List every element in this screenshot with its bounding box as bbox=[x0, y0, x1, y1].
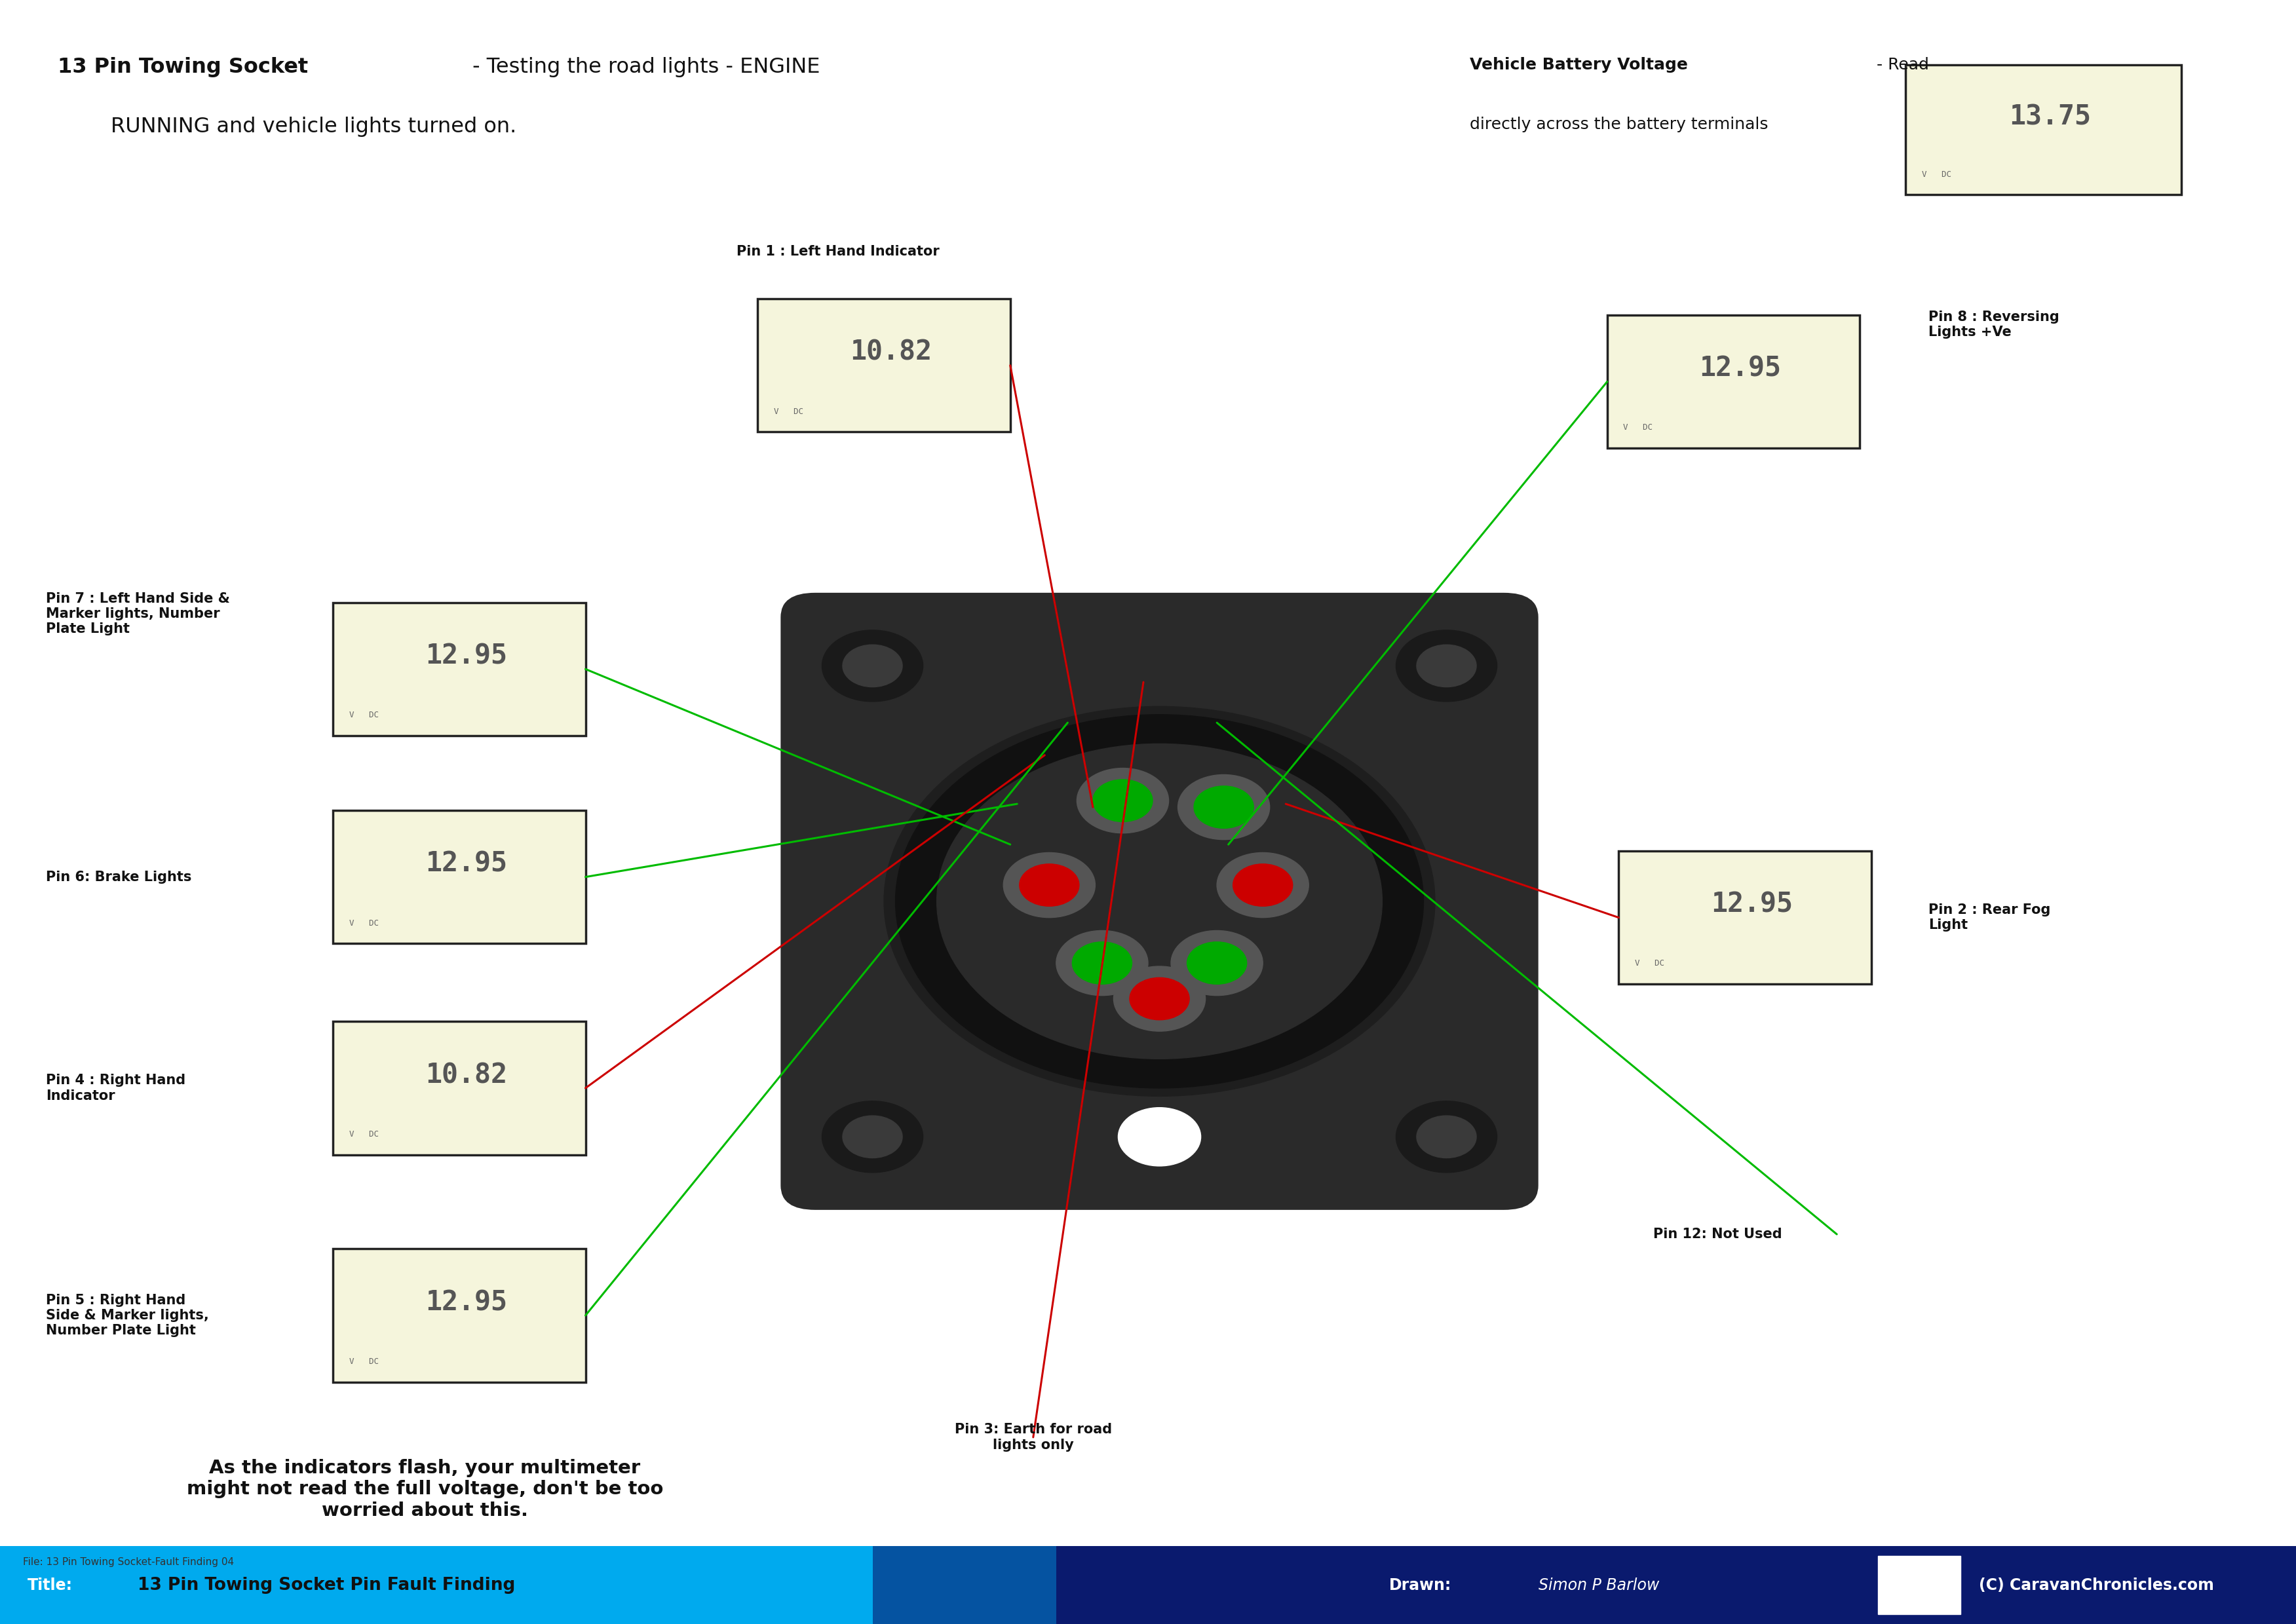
Circle shape bbox=[1114, 966, 1205, 1031]
Text: 12.95: 12.95 bbox=[1711, 892, 1793, 918]
Circle shape bbox=[884, 706, 1435, 1096]
Circle shape bbox=[822, 1101, 923, 1173]
Text: 13 Pin Towing Socket: 13 Pin Towing Socket bbox=[57, 57, 308, 78]
Circle shape bbox=[1233, 864, 1293, 906]
Circle shape bbox=[843, 645, 902, 687]
FancyBboxPatch shape bbox=[333, 810, 585, 944]
Circle shape bbox=[1417, 645, 1476, 687]
Text: Pin 1 : Left Hand Indicator: Pin 1 : Left Hand Indicator bbox=[737, 245, 939, 258]
Circle shape bbox=[1217, 853, 1309, 918]
FancyBboxPatch shape bbox=[758, 299, 1010, 432]
Text: 13.75: 13.75 bbox=[2009, 104, 2092, 130]
Circle shape bbox=[843, 1116, 902, 1158]
Text: File: 13 Pin Towing Socket-Fault Finding 04: File: 13 Pin Towing Socket-Fault Finding… bbox=[23, 1557, 234, 1567]
FancyBboxPatch shape bbox=[1619, 851, 1871, 984]
Text: 10.82: 10.82 bbox=[850, 339, 932, 365]
Text: directly across the battery terminals: directly across the battery terminals bbox=[1469, 117, 1768, 133]
Text: RUNNING and vehicle lights turned on.: RUNNING and vehicle lights turned on. bbox=[57, 117, 517, 138]
Text: 13 Pin Towing Socket Pin Fault Finding: 13 Pin Towing Socket Pin Fault Finding bbox=[138, 1577, 514, 1593]
Text: V   DC: V DC bbox=[349, 1358, 379, 1366]
Text: 12.95: 12.95 bbox=[425, 1289, 507, 1315]
Text: Pin 3: Earth for road
lights only: Pin 3: Earth for road lights only bbox=[955, 1423, 1111, 1452]
Circle shape bbox=[1118, 1108, 1201, 1166]
Text: Simon P Barlow: Simon P Barlow bbox=[1538, 1577, 1660, 1593]
Text: Pin 8 : Reversing
Lights +Ve: Pin 8 : Reversing Lights +Ve bbox=[1929, 310, 2060, 339]
Text: As the indicators flash, your multimeter
might not read the full voltage, don't : As the indicators flash, your multimeter… bbox=[186, 1458, 664, 1520]
FancyBboxPatch shape bbox=[781, 593, 1538, 1210]
Circle shape bbox=[937, 744, 1382, 1059]
Circle shape bbox=[1178, 775, 1270, 840]
FancyBboxPatch shape bbox=[333, 1021, 585, 1155]
Text: 10.82: 10.82 bbox=[425, 1062, 507, 1088]
Circle shape bbox=[822, 630, 923, 702]
Text: V   DC: V DC bbox=[774, 408, 804, 416]
FancyBboxPatch shape bbox=[333, 1249, 585, 1382]
Text: 12.95: 12.95 bbox=[1699, 356, 1782, 382]
FancyBboxPatch shape bbox=[333, 603, 585, 736]
Circle shape bbox=[1187, 942, 1247, 984]
Text: Pin 2 : Rear Fog
Light: Pin 2 : Rear Fog Light bbox=[1929, 903, 2050, 932]
Text: 12.95: 12.95 bbox=[425, 851, 507, 877]
FancyBboxPatch shape bbox=[1906, 65, 2181, 195]
Text: - Testing the road lights - ENGINE: - Testing the road lights - ENGINE bbox=[466, 57, 820, 78]
Circle shape bbox=[1194, 786, 1254, 828]
Text: Pin 5 : Right Hand
Side & Marker lights,
Number Plate Light: Pin 5 : Right Hand Side & Marker lights,… bbox=[46, 1294, 209, 1337]
Text: 12.95: 12.95 bbox=[425, 643, 507, 669]
Text: V   DC: V DC bbox=[349, 1130, 379, 1138]
Circle shape bbox=[1396, 630, 1497, 702]
FancyBboxPatch shape bbox=[1878, 1556, 1961, 1614]
Text: Title:: Title: bbox=[28, 1577, 73, 1593]
Circle shape bbox=[1019, 864, 1079, 906]
Text: Pin 6: Brake Lights: Pin 6: Brake Lights bbox=[46, 870, 191, 883]
FancyBboxPatch shape bbox=[0, 1546, 2296, 1624]
Text: V   DC: V DC bbox=[1922, 171, 1952, 179]
Text: Pin 4 : Right Hand
Indicator: Pin 4 : Right Hand Indicator bbox=[46, 1073, 186, 1103]
Text: Vehicle Battery Voltage: Vehicle Battery Voltage bbox=[1469, 57, 1688, 73]
Circle shape bbox=[1093, 780, 1153, 822]
Text: Pin 7 : Left Hand Side &
Marker lights, Number
Plate Light: Pin 7 : Left Hand Side & Marker lights, … bbox=[46, 593, 230, 635]
Text: V   DC: V DC bbox=[1635, 960, 1665, 968]
Text: V   DC: V DC bbox=[349, 711, 379, 719]
Text: - Read: - Read bbox=[1871, 57, 1929, 73]
Text: Pin 12: Not Used: Pin 12: Not Used bbox=[1653, 1228, 1782, 1241]
Circle shape bbox=[1056, 931, 1148, 996]
Circle shape bbox=[895, 715, 1424, 1088]
FancyBboxPatch shape bbox=[872, 1546, 1102, 1624]
FancyBboxPatch shape bbox=[1607, 315, 1860, 448]
Circle shape bbox=[1171, 931, 1263, 996]
Circle shape bbox=[1077, 768, 1169, 833]
Circle shape bbox=[1072, 942, 1132, 984]
Text: V   DC: V DC bbox=[1623, 424, 1653, 432]
Text: (C) CaravanChronicles.com: (C) CaravanChronicles.com bbox=[1979, 1577, 2213, 1593]
Text: Drawn:: Drawn: bbox=[1389, 1577, 1451, 1593]
Circle shape bbox=[1417, 1116, 1476, 1158]
Circle shape bbox=[1396, 1101, 1497, 1173]
Circle shape bbox=[1130, 978, 1189, 1020]
Circle shape bbox=[1003, 853, 1095, 918]
FancyBboxPatch shape bbox=[0, 1546, 1056, 1624]
Text: V   DC: V DC bbox=[349, 919, 379, 927]
